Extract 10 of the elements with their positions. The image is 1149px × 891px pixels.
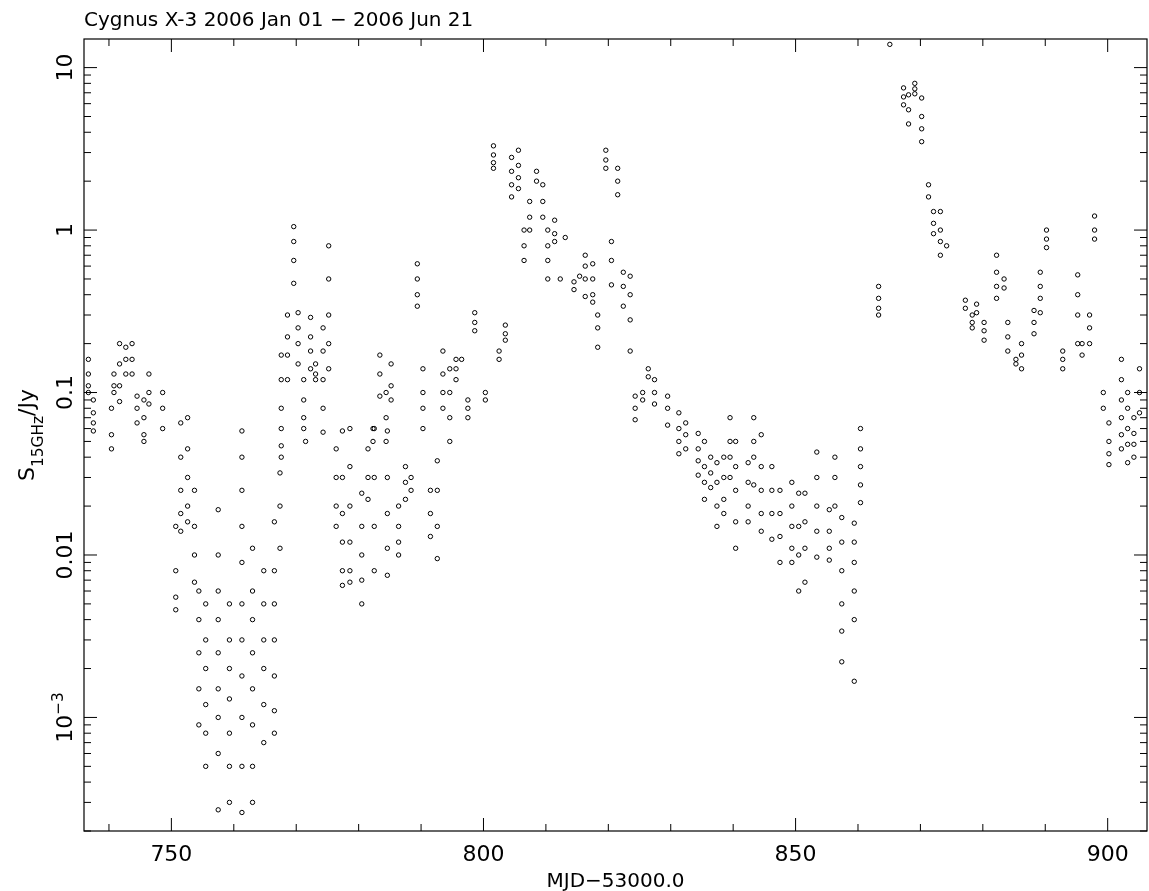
y-tick-label: 0.01 — [52, 530, 77, 580]
y-tick-label: 0.1 — [52, 375, 77, 411]
x-tick-label: 800 — [462, 841, 505, 866]
chart-title: Cygnus X-3 2006 Jan 01 − 2006 Jun 21 — [84, 7, 474, 31]
x-axis-title: MJD−53000.0 — [546, 868, 685, 891]
x-tick-label: 900 — [1086, 841, 1129, 866]
x-tick-label: 850 — [774, 841, 817, 866]
x-tick-label: 750 — [150, 841, 193, 866]
y-tick-label: 10 — [52, 53, 77, 82]
y-tick-label: 1 — [52, 223, 77, 238]
